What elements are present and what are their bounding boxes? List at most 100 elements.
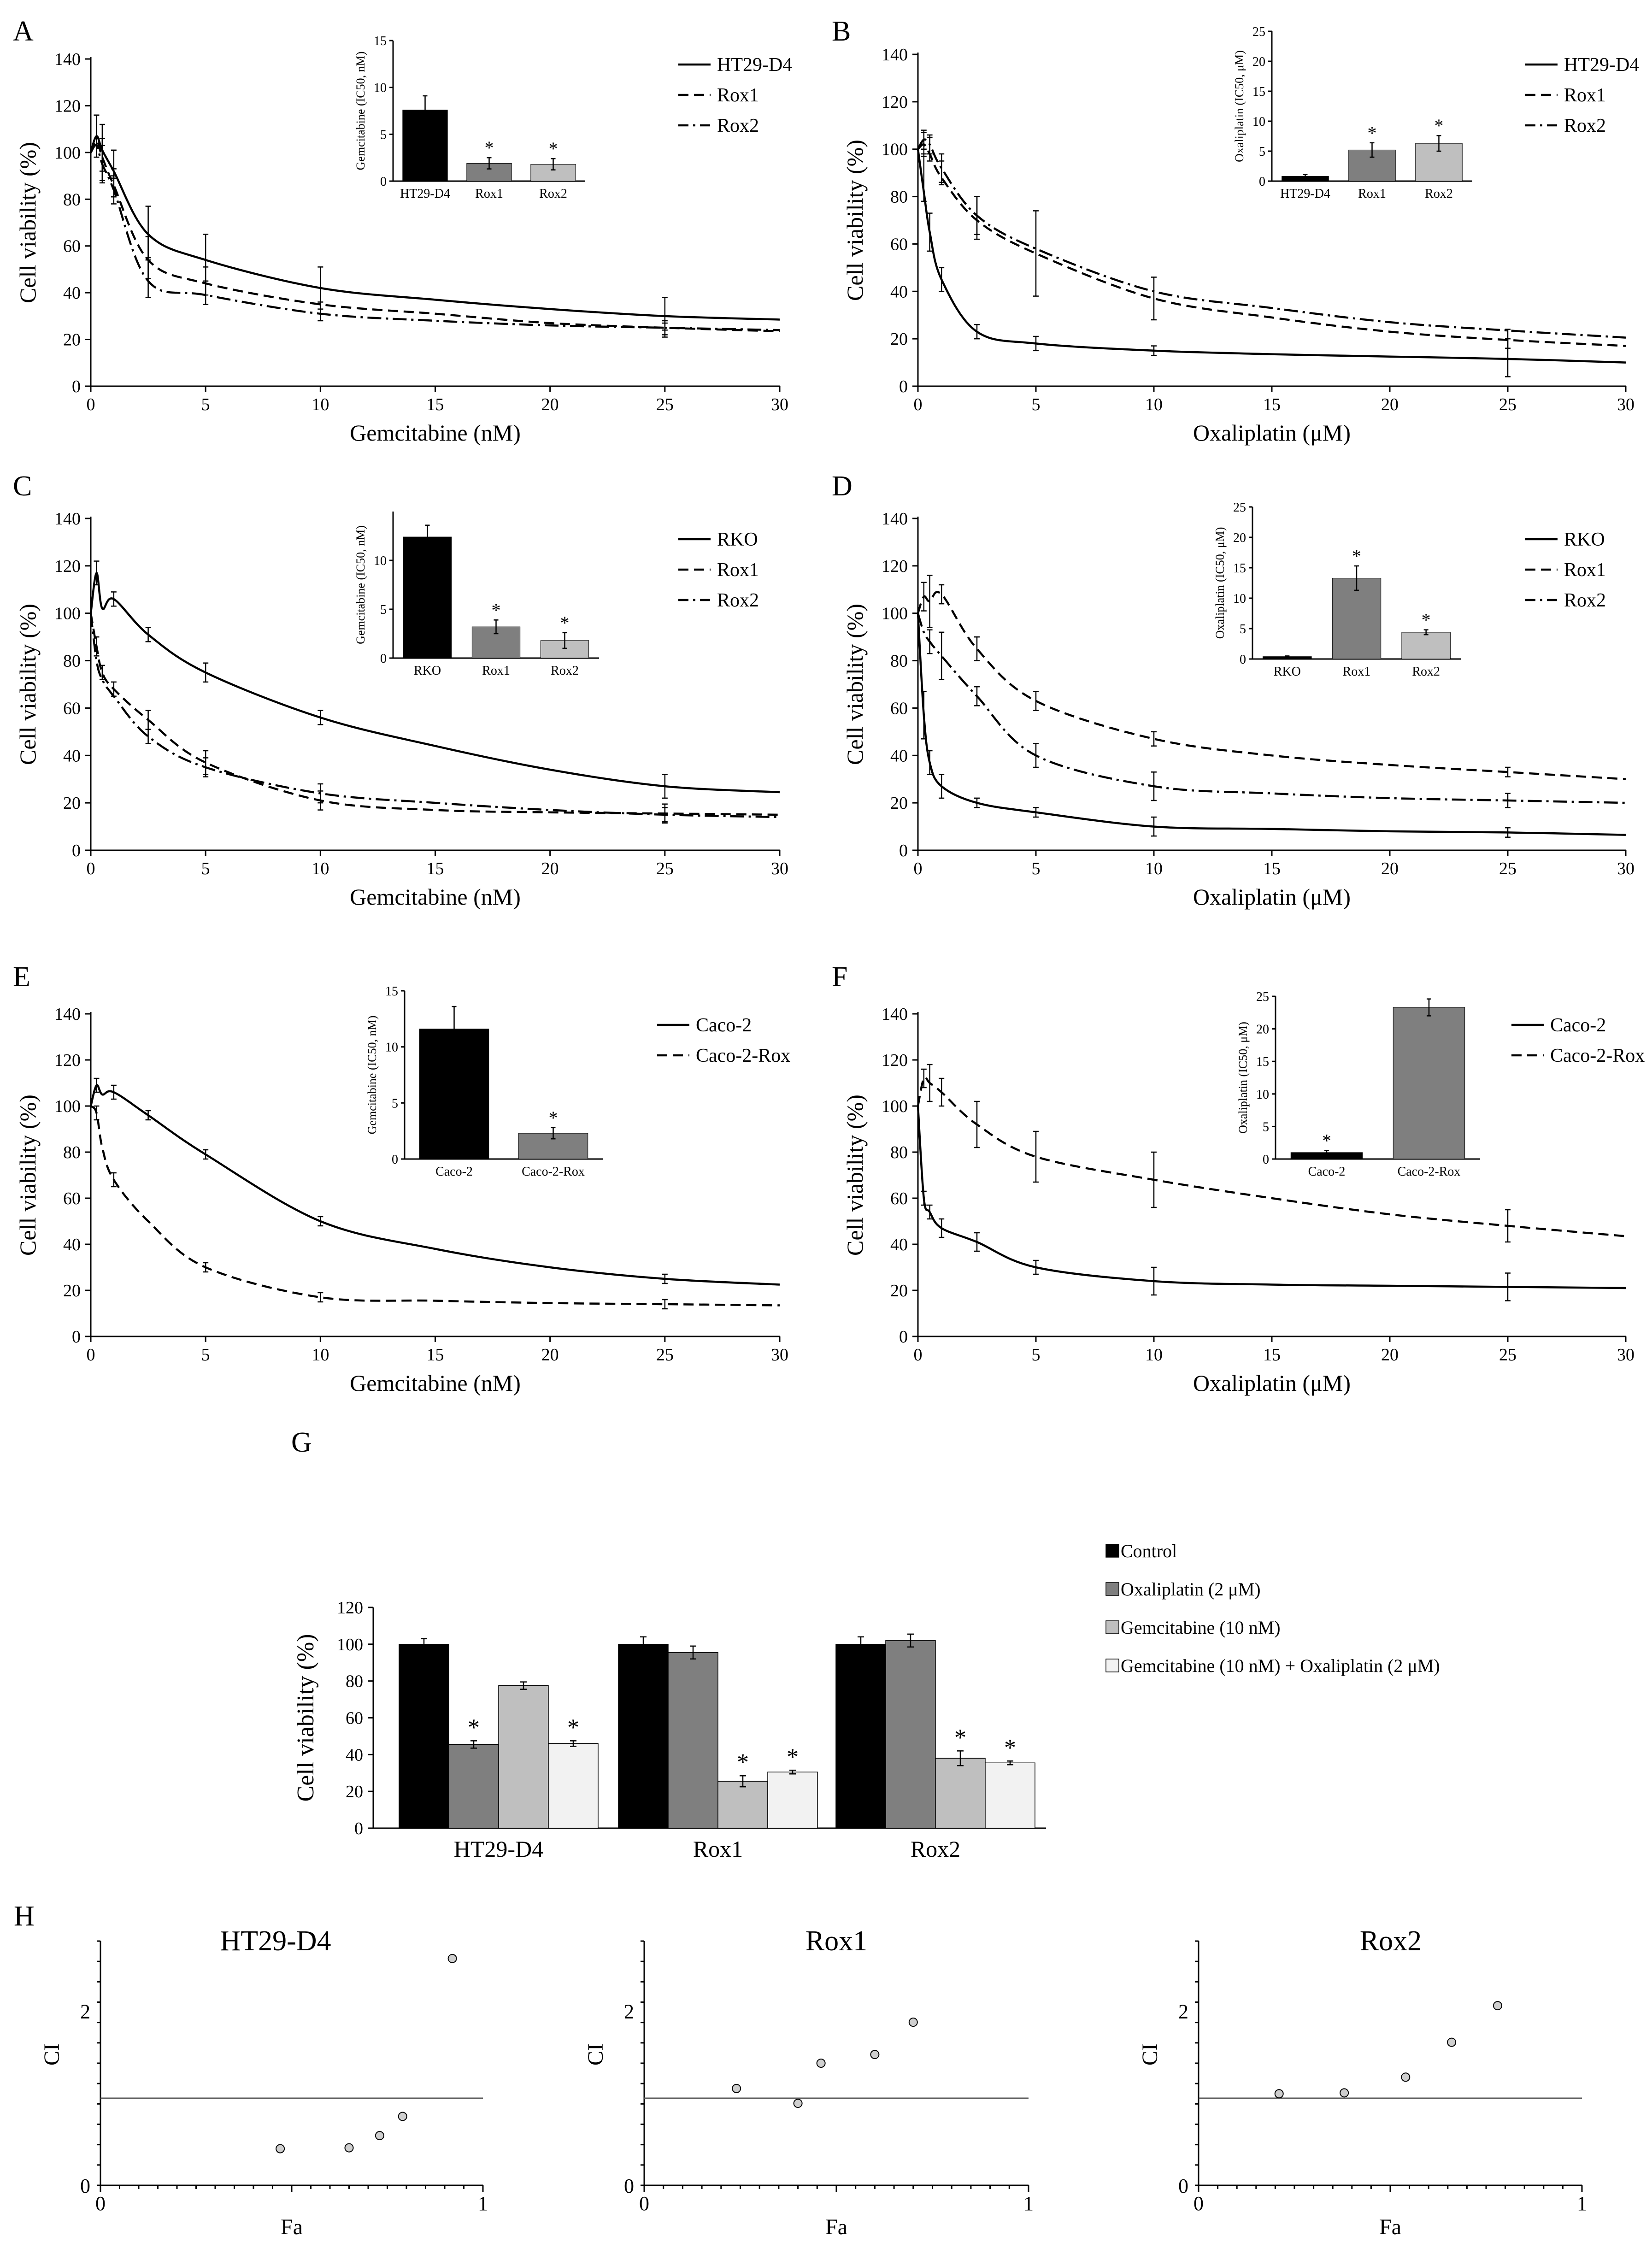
y-tick-label: 140 — [882, 1005, 908, 1024]
x-tick-label: 5 — [201, 395, 210, 414]
x-tick-label: 30 — [1617, 1345, 1634, 1365]
inset-bar — [403, 536, 452, 659]
series-line — [917, 591, 1626, 780]
inset-x-tick-label: RKO — [414, 664, 441, 678]
scatter-point — [447, 1954, 457, 1963]
y-tick-label: 0 — [899, 841, 908, 860]
series-caco-2 — [89, 1077, 780, 1286]
significance-asterisk: * — [468, 1714, 480, 1741]
panel-letter: F — [832, 961, 847, 993]
x-tick-label: 15 — [1263, 859, 1281, 878]
scatter-point — [870, 2050, 880, 2060]
scatter-point — [732, 2083, 741, 2093]
inset-y-tick-label: 10 — [385, 1041, 398, 1055]
legend: Control Oxaliplatin (2 μM) Gemcitabine (10… — [1105, 1541, 1440, 1676]
x-tick-label: 25 — [656, 1345, 674, 1365]
inset-x-tick-label: Rox2 — [1425, 187, 1453, 201]
inset-bar — [1393, 1007, 1465, 1159]
y-tick-label: 20 — [346, 1782, 363, 1801]
legend: RKO Rox1 Rox2 — [678, 529, 759, 611]
y-tick-label: 140 — [54, 1005, 81, 1024]
y-tick-label: 60 — [890, 699, 908, 718]
y-tick-label: 20 — [890, 1281, 908, 1301]
significance-asterisk: * — [549, 138, 558, 159]
series-rox2 — [90, 144, 780, 338]
y-axis-title: Cell viability (%) — [293, 1634, 319, 1802]
panel-h2: Rox1 0 2 0 1 Fa CI — [583, 1925, 1034, 2239]
x-tick-label: 30 — [771, 1345, 788, 1365]
bar — [399, 1644, 449, 1829]
inset-x-tick-label: Rox1 — [1358, 187, 1386, 201]
x-tick-label: 30 — [771, 395, 788, 414]
series-line — [89, 572, 780, 794]
inset-x-tick-label: Caco-2 — [1308, 1165, 1346, 1179]
inset-x-tick-label: Caco-2-Rox — [522, 1165, 585, 1179]
bar — [835, 1644, 886, 1829]
series-rox2 — [917, 129, 1626, 339]
x-tick-label: 0 — [95, 2192, 106, 2215]
x-tick-label: 5 — [1032, 1345, 1041, 1365]
scatter-point — [1340, 2088, 1349, 2098]
x-tick-label: 10 — [1145, 395, 1163, 414]
y-tick-label: 60 — [63, 699, 81, 718]
bar-group-rox2: * * Rox2 — [835, 1633, 1035, 1862]
inset-x-tick-label: HT29-D4 — [1280, 187, 1330, 201]
inset-x-tick-label: Rox2 — [1412, 665, 1440, 679]
series-line — [917, 613, 1626, 836]
series-line — [89, 613, 780, 816]
y-tick-label: 20 — [63, 1281, 81, 1301]
legend-label: Gemcitabine (10 nM) + Oxaliplatin (2 μM) — [1121, 1655, 1440, 1676]
x-tick-label: 25 — [1499, 859, 1517, 878]
legend-label: Caco-2 — [696, 1015, 752, 1036]
inset-y-tick-label: 5 — [392, 1096, 398, 1111]
significance-asterisk: * — [1422, 610, 1431, 630]
inset-bar — [1401, 632, 1451, 659]
inset-y-tick-label: 10 — [1256, 1088, 1269, 1102]
inset-chart: 0 5 10 15 Gemcitabine (IC50, nM) HT29-D4 * Rox1… — [354, 34, 585, 201]
x-tick-label: 5 — [201, 859, 210, 878]
inset-y-tick-label: 10 — [1233, 592, 1246, 606]
inset-bar — [1332, 577, 1382, 659]
y-tick-label: 100 — [54, 1097, 81, 1116]
y-axis-title: Cell viability (%) — [842, 604, 868, 765]
panel-letter: D — [832, 471, 852, 502]
inset-y-tick-label: 5 — [380, 603, 387, 617]
y-tick-label: 0 — [72, 1327, 81, 1347]
scatter-point — [793, 2099, 803, 2108]
legend-swatch — [1105, 1544, 1119, 1558]
y-tick-label: 40 — [890, 746, 908, 765]
x-axis-title: Fa — [825, 2215, 847, 2239]
inset-y-tick-label: 0 — [380, 652, 387, 666]
legend-label: RKO — [1564, 529, 1605, 550]
x-tick-label: 30 — [771, 859, 788, 878]
legend-label: Rox2 — [717, 115, 759, 136]
scatter-point — [344, 2143, 354, 2153]
x-tick-label: 5 — [1032, 859, 1041, 878]
inset-y-axis-title: Oxaliplatin (IC50, μM) — [1213, 527, 1227, 639]
x-tick-label: 10 — [312, 1345, 329, 1365]
y-tick-label: 60 — [890, 235, 908, 254]
inset-chart: 0 5 10 Gemcitabine (IC50, nM) RKO * Rox1 * Rox2 — [354, 512, 599, 678]
significance-asterisk: * — [1368, 123, 1377, 143]
inset-y-axis-title: Oxaliplatin (IC50, μM) — [1233, 50, 1246, 162]
significance-asterisk: * — [737, 1749, 749, 1776]
series-line — [89, 135, 780, 321]
panel-letter: E — [13, 961, 30, 993]
x-tick-label: 0 — [914, 859, 923, 878]
inset-x-tick-label: Rox1 — [475, 187, 503, 201]
y-tick-label: 0 — [899, 377, 908, 396]
x-tick-label: 5 — [201, 1345, 210, 1365]
panel-letter: C — [13, 471, 32, 502]
inset-y-tick-label: 20 — [1252, 55, 1265, 69]
y-tick-label: 120 — [882, 1051, 908, 1070]
x-axis-title: Oxaliplatin (μM) — [1193, 884, 1351, 910]
x-tick-label: 20 — [541, 395, 559, 414]
y-tick-label: 60 — [63, 237, 81, 256]
inset-x-tick-label: RKO — [1274, 665, 1301, 679]
x-tick-label: 0 — [87, 1345, 95, 1365]
legend-label: HT29-D4 — [717, 54, 792, 76]
x-tick-label: 25 — [656, 395, 674, 414]
bar-group-ht29-d4: * * HT29-D4 — [399, 1638, 599, 1862]
